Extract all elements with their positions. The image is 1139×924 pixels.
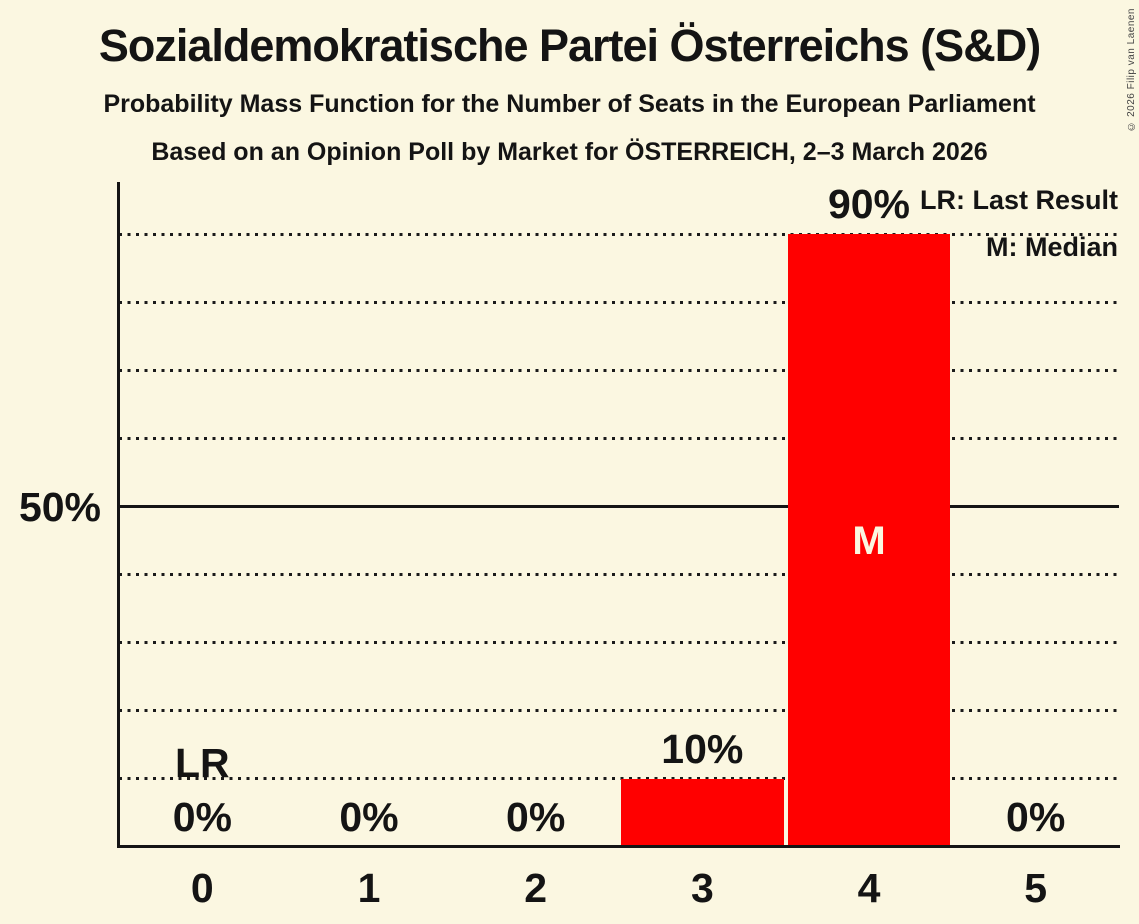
gridline-40pct <box>119 573 1119 577</box>
x-tick-4: 4 <box>857 865 881 911</box>
x-tick-2: 2 <box>524 865 548 911</box>
x-tick-0: 0 <box>190 865 214 911</box>
copyright-notice: © 2026 Filip van Laenen <box>1126 8 1137 132</box>
x-axis-line <box>117 845 1120 848</box>
chart-poll-source: Based on an Opinion Poll by Market for Ö… <box>151 138 988 166</box>
bar-value-label-1: 0% <box>339 794 399 840</box>
x-tick-3: 3 <box>690 865 714 911</box>
gridline-20pct <box>119 709 1119 713</box>
legend-median: M: Median <box>986 232 1118 262</box>
gridline-50pct <box>119 505 1119 508</box>
bar-value-label-2: 0% <box>506 794 566 840</box>
last-result-marker: LR <box>175 740 230 786</box>
y-axis-line <box>117 182 120 848</box>
gridline-60pct <box>119 436 1119 440</box>
x-tick-5: 5 <box>1024 865 1048 911</box>
gridline-10pct <box>119 777 1119 781</box>
bar-value-label-3: 10% <box>661 725 744 772</box>
bar-value-label-4: 90% <box>827 181 911 228</box>
gridline-90pct <box>119 232 1119 236</box>
bar-value-label-0: 0% <box>172 794 232 840</box>
plot-area: 0% LR 0% 0% 10% 90% M 0% <box>119 182 1119 847</box>
legend-last-result: LR: Last Result <box>919 185 1118 215</box>
median-marker: M <box>852 518 886 563</box>
chart-subtitle: Probability Mass Function for the Number… <box>103 90 1036 118</box>
y-axis-tick-label-50: 50% <box>18 484 101 530</box>
chart-title: Sozialdemokratische Partei Österreichs (… <box>98 20 1041 71</box>
x-axis-tick-labels: 0 1 2 3 4 5 <box>119 866 1119 910</box>
bar-seats-3 <box>621 778 784 847</box>
bar-seats-4 <box>787 234 951 847</box>
gridline-70pct <box>119 368 1119 372</box>
x-tick-1: 1 <box>357 865 381 911</box>
gridline-30pct <box>119 641 1119 645</box>
gridline-80pct <box>119 300 1119 304</box>
chart-legend: LR: Last Result M: Median <box>920 184 1118 263</box>
bar-value-label-5: 0% <box>1006 794 1066 840</box>
